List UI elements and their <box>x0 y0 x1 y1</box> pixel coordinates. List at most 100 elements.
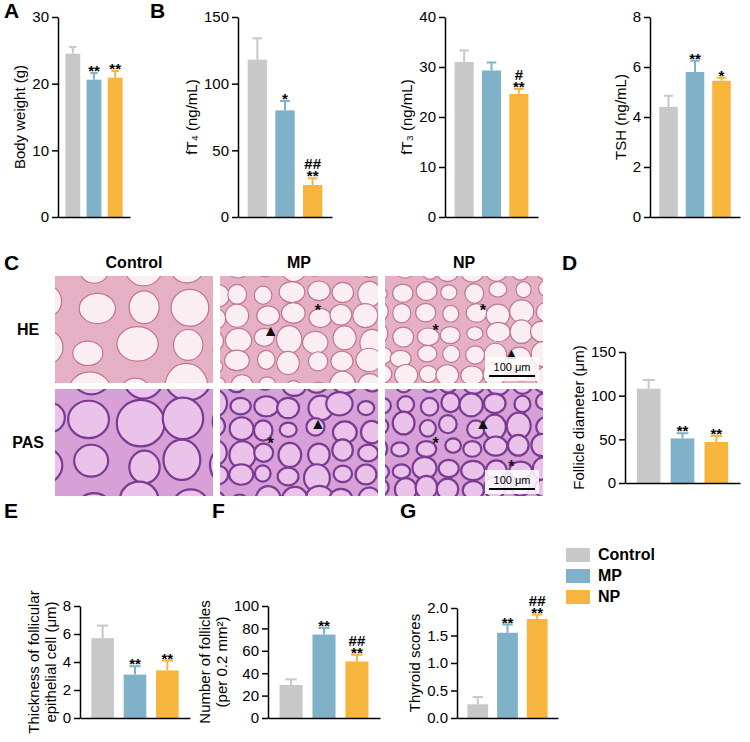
follicle-shape <box>360 276 378 277</box>
follicle-shape <box>308 281 330 301</box>
follicle-shape <box>461 276 483 282</box>
micrograph-symbol: ▲ <box>475 415 491 432</box>
y-tick-mark <box>74 690 80 692</box>
y-axis-line <box>58 18 60 218</box>
row-label: PAS <box>12 434 44 451</box>
follicle-shape <box>173 330 202 361</box>
plot-area <box>65 47 122 217</box>
follicle-shape <box>358 445 378 462</box>
follicle-shape <box>124 276 163 286</box>
y-tick: 2.0 <box>427 599 457 616</box>
follicle-shape <box>220 308 226 329</box>
error-stem <box>477 697 479 704</box>
follicle-shape <box>220 415 225 436</box>
error-stem <box>668 96 670 107</box>
y-tick-label: 1.0 <box>427 654 448 671</box>
follicle-shape <box>418 345 437 362</box>
follicle-shape <box>227 389 246 392</box>
y-tick-mark <box>439 67 445 69</box>
y-tick-mark <box>52 217 58 219</box>
follicle-shape <box>254 396 278 416</box>
follicle-shape <box>416 282 437 301</box>
y-tick-mark <box>262 718 268 720</box>
bar <box>712 81 731 217</box>
follicle-shape <box>423 276 438 279</box>
follicle-shape <box>512 276 529 280</box>
follicle-shape <box>277 351 300 374</box>
error-bars <box>664 61 726 107</box>
y-tick: 60 <box>242 642 268 659</box>
error-cap <box>643 379 655 381</box>
y-tick-mark <box>74 606 80 608</box>
y-tick-mark <box>439 17 445 19</box>
axis-title-line: Thyroid scores <box>406 614 423 712</box>
y-tick: 40 <box>242 665 268 682</box>
follicle-shape <box>422 389 437 392</box>
bar-chart: 0.00.51.01.52.0****##Thyroid scores <box>406 592 558 727</box>
micrograph <box>385 276 543 383</box>
follicle-shape <box>393 464 410 478</box>
error-bar <box>97 626 108 639</box>
y-tick-label: 10 <box>32 142 49 159</box>
follicle-shape <box>358 401 374 415</box>
y-tick-mark <box>262 651 268 653</box>
significance-label: ** <box>677 422 689 439</box>
y-axis: 010203040 <box>419 8 445 225</box>
x-axis <box>239 217 333 219</box>
x-axis-line <box>59 217 131 219</box>
y-tick-label: 0 <box>63 709 71 726</box>
scale-bar-label: 100 μm <box>494 474 531 486</box>
error-cap <box>69 46 76 48</box>
follicle-shape <box>516 282 531 298</box>
follicle-shape <box>396 389 411 392</box>
significance-label: ** <box>710 425 722 442</box>
follicle-shape <box>171 289 209 326</box>
y-tick: 6 <box>633 58 650 75</box>
bar <box>87 80 102 217</box>
y-tick-mark <box>232 150 238 152</box>
follicle-shape <box>68 372 112 383</box>
follicle-shape <box>333 326 356 350</box>
follicle-shape <box>362 389 378 391</box>
significance-marks: ****## <box>318 617 366 661</box>
significance-label: ** <box>689 50 701 67</box>
axis-title-line: Follicle diameter (μm) <box>570 345 587 490</box>
x-axis-line <box>81 718 191 720</box>
follicle-shape <box>286 381 302 383</box>
follicle-shape <box>255 465 271 481</box>
bar <box>275 110 294 217</box>
y-tick-mark <box>262 695 268 697</box>
follicle-shape <box>304 389 329 393</box>
scale-bar-patch <box>485 357 539 381</box>
follicle-shape <box>385 322 388 345</box>
y-tick-mark <box>619 352 625 354</box>
follicle-shape <box>439 415 457 433</box>
image-panel: ControlMPNPHE▲***▲100 μmPAS*▲*▲*100 μm <box>12 245 559 526</box>
scale-bar <box>489 375 535 377</box>
follicle-shape <box>173 489 208 496</box>
y-tick-mark <box>74 662 80 664</box>
y-axis-line <box>268 607 270 719</box>
follicle-shape <box>334 466 352 483</box>
follicle-shape <box>391 442 408 456</box>
follicle-shape <box>513 389 532 394</box>
follicle-shape <box>213 404 214 438</box>
follicle-shape <box>416 476 438 496</box>
follicle-shape <box>463 481 484 496</box>
y-tick-label: 20 <box>32 75 49 92</box>
follicle-shape <box>256 276 275 277</box>
y-tick-label: 150 <box>204 8 229 25</box>
follicle-shape <box>55 380 63 383</box>
significance-label: # <box>515 66 524 83</box>
bar <box>108 78 123 217</box>
y-tick-label: 150 <box>591 343 616 360</box>
follicle-shape <box>210 446 213 484</box>
significance-label: * <box>282 90 288 107</box>
follicle-shape <box>306 486 332 496</box>
y-tick: 0 <box>633 208 650 225</box>
follicle-shape <box>330 304 352 325</box>
follicle-shape <box>231 494 247 496</box>
follicle-shape <box>310 382 326 383</box>
y-axis-title: fT₃ (ng/mL) <box>398 79 415 154</box>
plot-area <box>659 61 730 217</box>
